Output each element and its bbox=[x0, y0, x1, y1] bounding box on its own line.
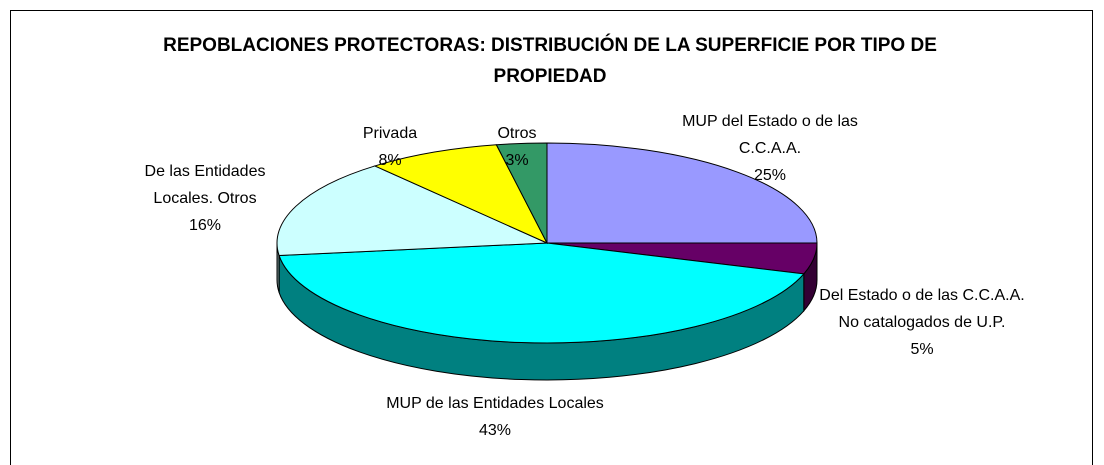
category-label: Privada bbox=[362, 125, 418, 142]
chart-frame bbox=[10, 10, 1093, 465]
data-label: De las Entidades Locales. Otros 16% bbox=[115, 158, 295, 239]
category-label: Del Estado o de las C.C.A.A. No cataloga… bbox=[819, 287, 1025, 331]
value-label: 5% bbox=[910, 341, 934, 358]
category-label: De las Entidades Locales. Otros bbox=[144, 163, 266, 207]
value-label: 3% bbox=[505, 152, 529, 169]
pie-slice bbox=[276, 165, 548, 257]
category-label: MUP de las Entidades Locales bbox=[386, 395, 604, 412]
value-label: 16% bbox=[188, 217, 222, 234]
data-label: MUP de las Entidades Locales 43% bbox=[375, 390, 615, 444]
chart-title: REPOBLACIONES PROTECTORAS: DISTRIBUCIÓN … bbox=[163, 35, 937, 87]
pie-slice bbox=[495, 142, 548, 244]
data-label: MUP del Estado o de las C.C.A.A. 25% bbox=[665, 108, 875, 189]
data-label: Privada 8% bbox=[345, 120, 435, 174]
pie-slice bbox=[373, 144, 549, 245]
value-label: 43% bbox=[478, 422, 512, 439]
data-label: Otros 3% bbox=[472, 120, 562, 174]
pie-slice bbox=[546, 142, 818, 244]
value-label: 25% bbox=[753, 167, 787, 184]
pie-slice bbox=[278, 242, 805, 344]
category-label: Otros bbox=[497, 125, 537, 142]
value-label: 8% bbox=[378, 152, 402, 169]
data-label: Del Estado o de las C.C.A.A. No cataloga… bbox=[817, 282, 1027, 363]
category-label: MUP del Estado o de las C.C.A.A. bbox=[682, 113, 858, 157]
